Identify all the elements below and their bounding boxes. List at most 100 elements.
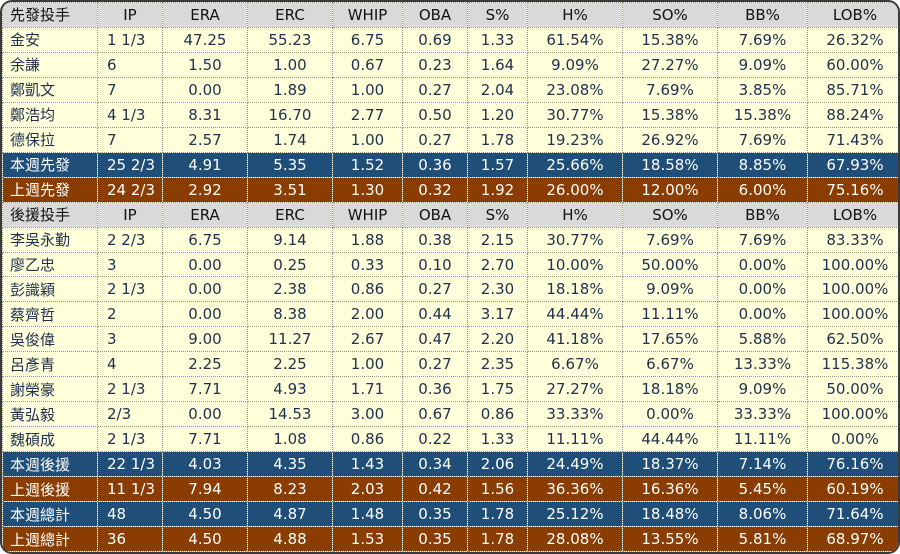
pitcher-row: 彭識穎 2 1/3 0.00 2.38 0.86 0.27 2.30 18.18% 9.09% 0… [2, 276, 898, 303]
column-header-cell: ERA [162, 201, 248, 228]
stat-value-cell: 61.54% [527, 26, 623, 53]
stat-value-cell: 5.35 [247, 151, 333, 178]
stat-value-cell: 5.88% [717, 326, 808, 353]
column-header-cell: BB% [717, 2, 808, 28]
stat-value-cell: 3.51 [247, 176, 333, 203]
stat-value-cell: 4.50 [162, 526, 248, 552]
pitcher-name-cell: 彭識穎 [2, 276, 98, 303]
stat-value-cell: 24.49% [527, 451, 623, 478]
column-header-cell: ERC [247, 201, 333, 228]
stat-value-cell: 4.91 [162, 151, 248, 178]
pitcher-name-cell: 李吳永勤 [2, 226, 98, 253]
stat-value-cell: 88.24% [807, 101, 898, 128]
summary-label-cell: 本週後援 [2, 451, 98, 478]
column-header-cell: H% [527, 2, 623, 28]
stat-value-cell: 68.97% [807, 526, 898, 552]
pitcher-name-cell: 余謙 [2, 51, 98, 78]
stat-value-cell: 4.03 [162, 451, 248, 478]
summary-label-cell: 本週總計 [2, 501, 98, 528]
stat-value-cell: 18.37% [622, 451, 718, 478]
column-header-cell: ERC [247, 2, 333, 28]
pitcher-name-cell: 魏碩成 [2, 426, 98, 453]
stat-value-cell: 14.53 [247, 401, 333, 428]
stat-value-cell: 0.22 [402, 426, 468, 453]
stat-value-cell: 2 1/3 [97, 276, 163, 303]
stat-value-cell: 5.81% [717, 526, 808, 552]
stat-value-cell: 8.23 [247, 476, 333, 503]
stat-value-cell: 2.03 [332, 476, 403, 503]
stat-value-cell: 4 [97, 351, 163, 378]
stat-value-cell: 2.77 [332, 101, 403, 128]
stat-value-cell: 0.33 [332, 251, 403, 278]
stat-value-cell: 2.25 [247, 351, 333, 378]
stat-value-cell: 19.23% [527, 126, 623, 153]
stat-value-cell: 26.00% [527, 176, 623, 203]
pitcher-row: 余謙 6 1.50 1.00 0.67 0.23 1.64 9.09% 27.27% 9.09% 6… [2, 51, 898, 78]
stat-value-cell: 48 [97, 501, 163, 528]
stat-value-cell: 0.86 [332, 426, 403, 453]
pitcher-name-cell: 金安 [2, 26, 98, 53]
column-header-cell: SO% [622, 201, 718, 228]
stat-value-cell: 2.38 [247, 276, 333, 303]
stat-value-cell: 9.09% [717, 51, 808, 78]
stat-value-cell: 8.06% [717, 501, 808, 528]
stat-value-cell: 16.36% [622, 476, 718, 503]
stat-value-cell: 9.09% [527, 51, 623, 78]
summary-label-cell: 上週先發 [2, 176, 98, 203]
stat-value-cell: 7 [97, 76, 163, 103]
stat-value-cell: 1.78 [467, 501, 528, 528]
stat-value-cell: 47.25 [162, 26, 248, 53]
pitcher-row: 魏碩成 2 1/3 7.71 1.08 0.86 0.22 1.33 11.11% 44.44%… [2, 426, 898, 453]
stat-value-cell: 44.44% [622, 426, 718, 453]
stat-value-cell: 0.00% [717, 276, 808, 303]
stat-value-cell: 83.33% [807, 226, 898, 253]
stat-value-cell: 8.38 [247, 301, 333, 328]
stat-value-cell: 62.50% [807, 326, 898, 353]
stat-value-cell: 18.58% [622, 151, 718, 178]
stat-value-cell: 2.00 [332, 301, 403, 328]
stat-value-cell: 0.25 [247, 251, 333, 278]
stat-value-cell: 4.35 [247, 451, 333, 478]
stat-value-cell: 0.32 [402, 176, 468, 203]
stat-value-cell: 26.92% [622, 126, 718, 153]
stat-value-cell: 1.20 [467, 101, 528, 128]
summary-row: 本週總計 48 4.50 4.87 1.48 0.35 1.78 25.12% 18.48% 8.… [2, 501, 898, 528]
stat-value-cell: 3.00 [332, 401, 403, 428]
stat-value-cell: 7.71 [162, 376, 248, 403]
column-header-cell: S% [467, 201, 528, 228]
stat-value-cell: 7 [97, 126, 163, 153]
stat-value-cell: 0.35 [402, 526, 468, 552]
column-header-cell: H% [527, 201, 623, 228]
stat-value-cell: 11 1/3 [97, 476, 163, 503]
stat-value-cell: 0.27 [402, 76, 468, 103]
column-header-cell: IP [97, 2, 163, 28]
stat-value-cell: 8.85% [717, 151, 808, 178]
stat-value-cell: 71.43% [807, 126, 898, 153]
stat-value-cell: 2.20 [467, 326, 528, 353]
stat-value-cell: 1.78 [467, 126, 528, 153]
stat-value-cell: 100.00% [807, 251, 898, 278]
pitcher-name-cell: 鄭浩均 [2, 101, 98, 128]
stat-value-cell: 9.14 [247, 226, 333, 253]
section-title-cell: 後援投手 [2, 201, 98, 228]
stat-value-cell: 0.47 [402, 326, 468, 353]
stat-value-cell: 9.09% [622, 276, 718, 303]
stat-value-cell: 2 2/3 [97, 226, 163, 253]
stat-value-cell: 1.53 [332, 526, 403, 552]
stat-value-cell: 2.30 [467, 276, 528, 303]
stat-value-cell: 1.64 [467, 51, 528, 78]
stat-value-cell: 1.00 [332, 76, 403, 103]
stat-value-cell: 3 [97, 326, 163, 353]
stat-value-cell: 1.78 [467, 526, 528, 552]
pitcher-name-cell: 謝榮豪 [2, 376, 98, 403]
stat-value-cell: 8.31 [162, 101, 248, 128]
stat-value-cell: 1.08 [247, 426, 333, 453]
stat-value-cell: 1.74 [247, 126, 333, 153]
stat-value-cell: 11.11% [622, 301, 718, 328]
pitcher-name-cell: 呂彥青 [2, 351, 98, 378]
stat-value-cell: 0.00% [717, 251, 808, 278]
column-header-cell: SO% [622, 2, 718, 28]
stat-value-cell: 1.50 [162, 51, 248, 78]
stat-value-cell: 44.44% [527, 301, 623, 328]
stat-value-cell: 2.15 [467, 226, 528, 253]
